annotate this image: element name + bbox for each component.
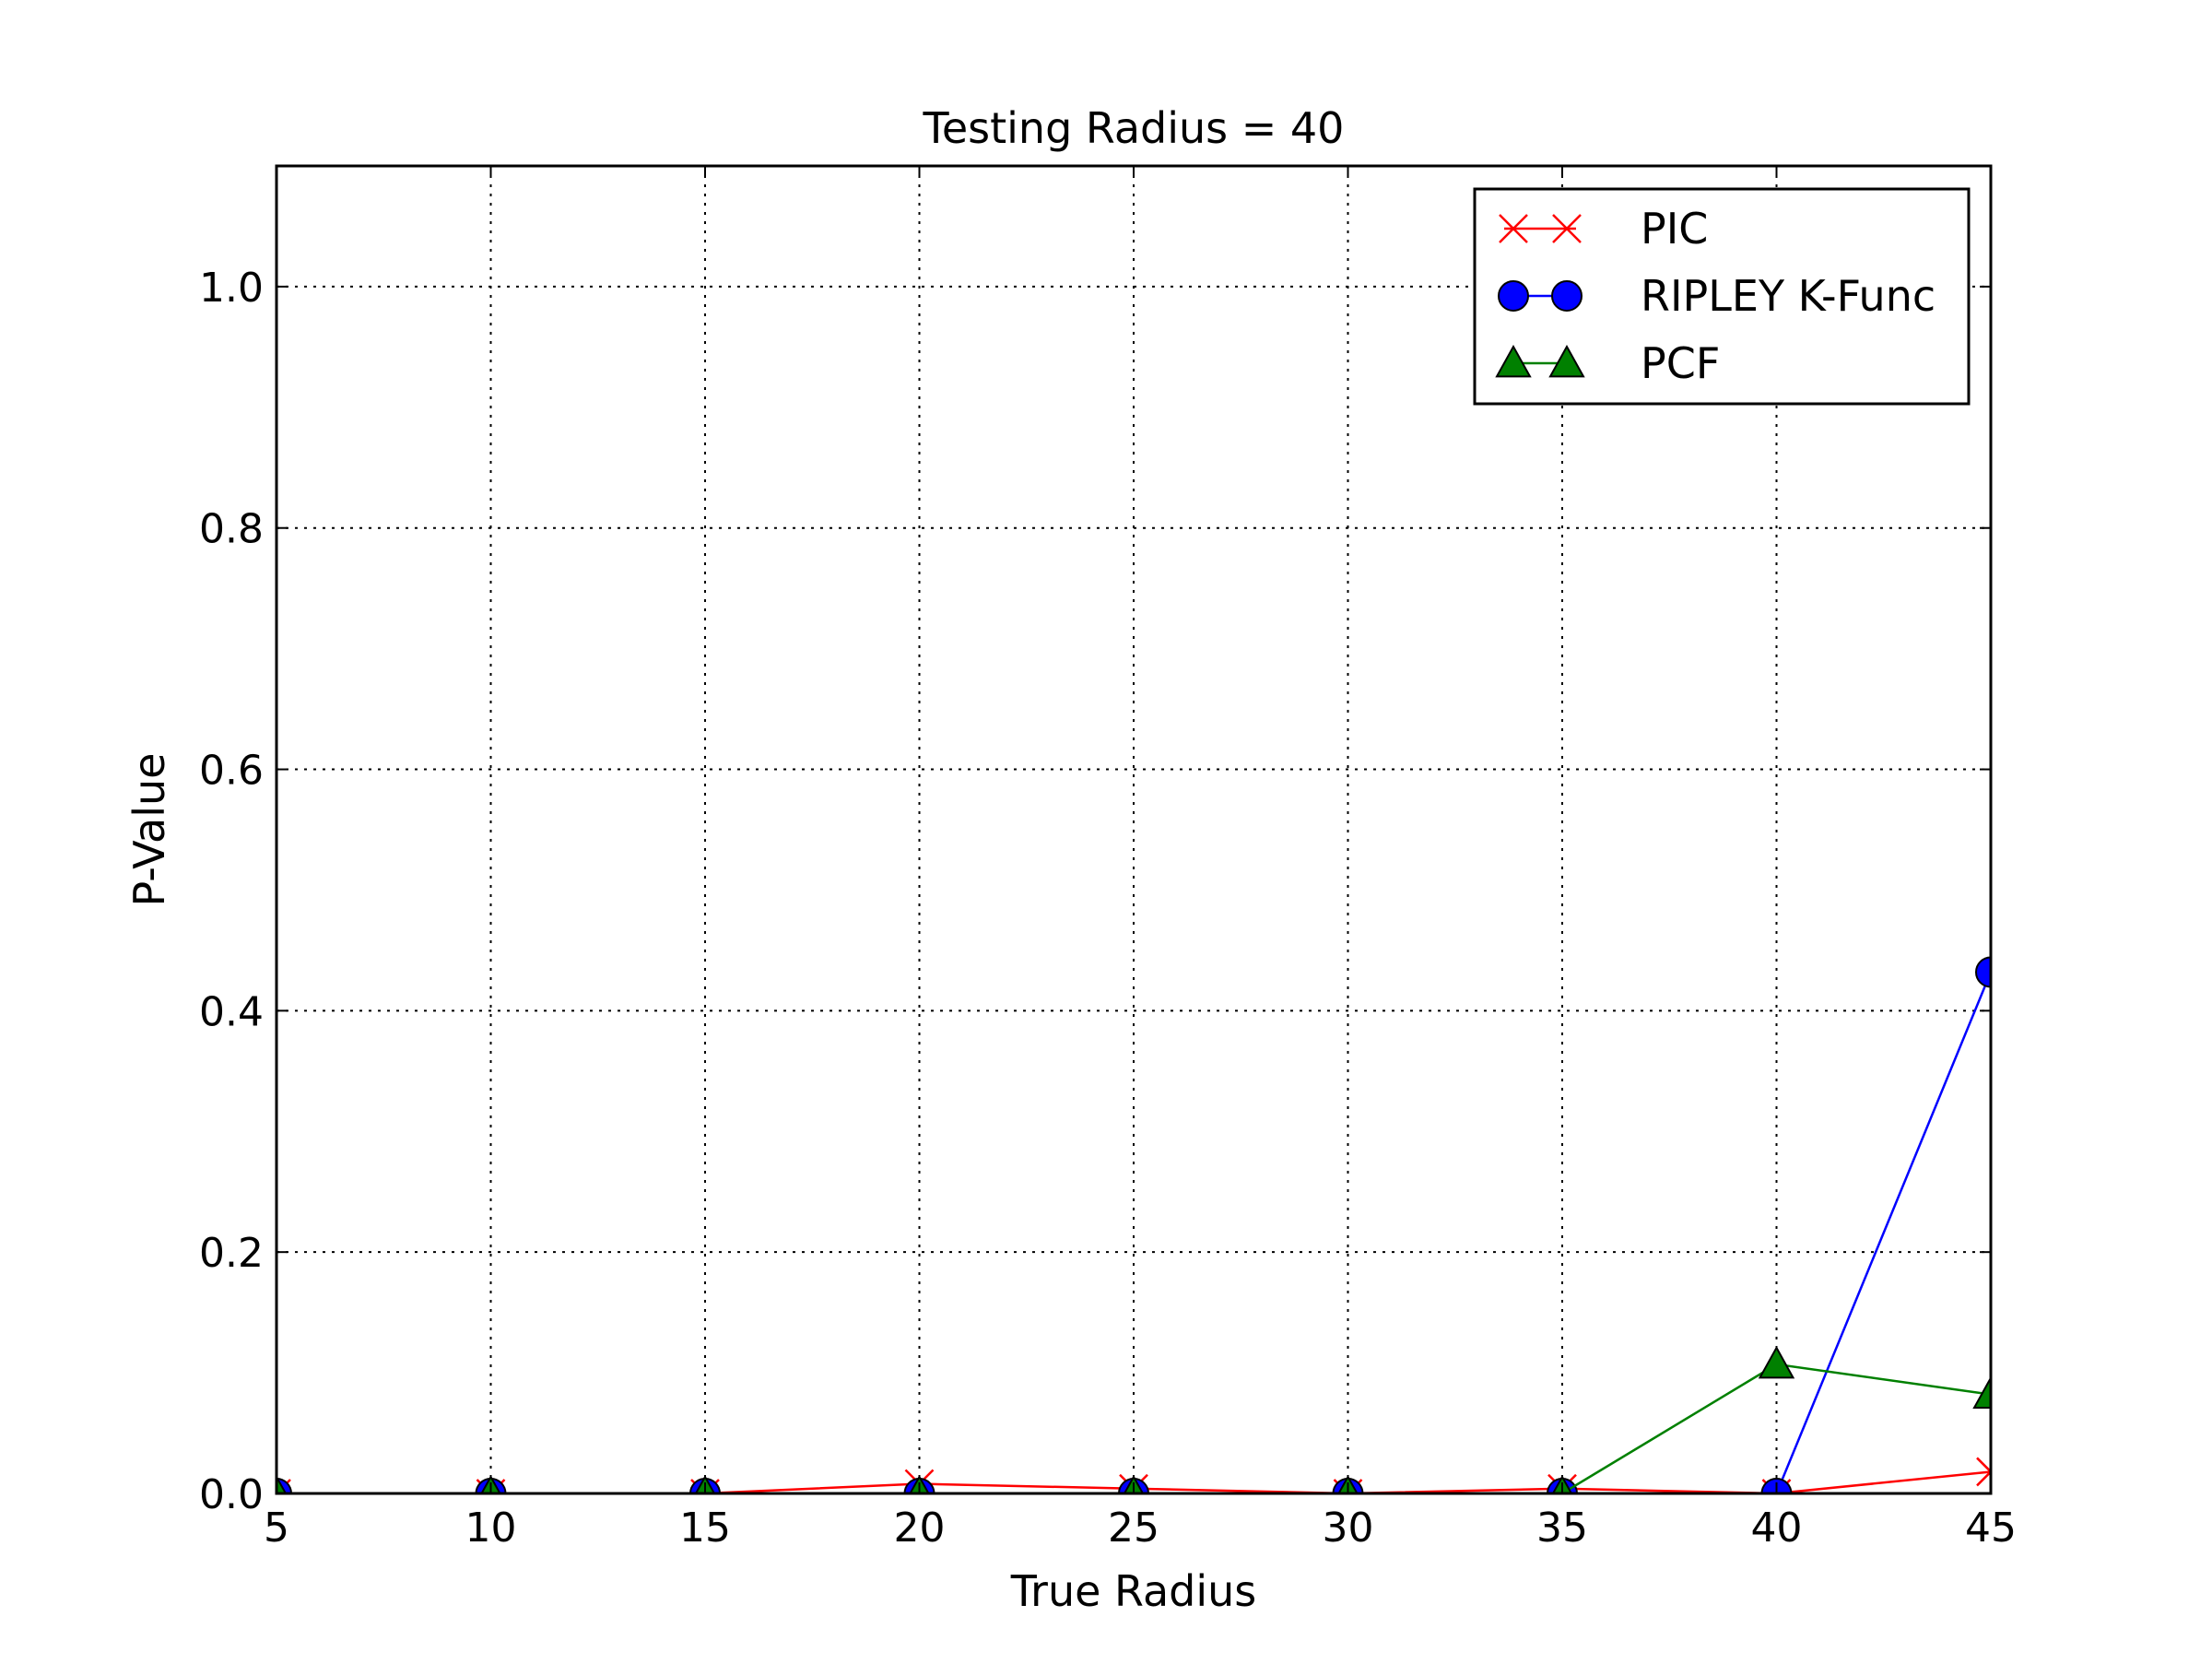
x-tick-label: 15 — [679, 1505, 731, 1552]
y-tick-label: 0.6 — [199, 748, 264, 795]
legend-marker-pcf — [1548, 344, 1585, 378]
axis-ticks: 5 10 15 20 25 30 35 40 45 0.0 0.2 0.4 0.6 0.8 1.0 — [199, 166, 2017, 1552]
x-tick-label: 30 — [1323, 1505, 1374, 1552]
y-tick-label: 0.0 — [199, 1471, 264, 1518]
legend-marker-pic — [1552, 214, 1582, 243]
legend-item-pic: PIC — [1499, 204, 1708, 254]
legend-marker-pic — [1499, 214, 1528, 243]
y-tick-label: 0.2 — [199, 1230, 264, 1277]
x-tick-label: 5 — [264, 1505, 289, 1552]
legend-label-ripley-k-func: RIPLEY K-Func — [1641, 271, 1936, 321]
legend-label-pcf: PCF — [1641, 338, 1720, 388]
x-tick-label: 10 — [465, 1505, 517, 1552]
legend: PIC RIPLEY K-Func PCF — [1473, 187, 1971, 406]
data-point-pcf — [276, 1474, 288, 1493]
x-tick-label: 20 — [894, 1505, 946, 1552]
x-tick-label: 40 — [1751, 1505, 1803, 1552]
x-tick-label: 25 — [1108, 1505, 1159, 1552]
chart-title: Testing Radius = 40 — [923, 103, 1345, 153]
legend-marker-ripley-k-func — [1498, 280, 1529, 312]
x-axis-label: True Radius — [1010, 1566, 1257, 1616]
x-tick-label: 35 — [1536, 1505, 1588, 1552]
legend-item-pcf: PCF — [1495, 338, 1720, 388]
y-tick-label: 0.4 — [199, 988, 264, 1035]
data-point-pic — [1976, 1457, 1991, 1487]
series-layer — [276, 956, 1991, 1493]
series-line-pcf — [276, 1363, 1991, 1493]
legend-marker-ripley-k-func — [1551, 280, 1583, 312]
y-axis-label: P-Value — [124, 753, 174, 907]
data-point-ripley-k-func — [1975, 956, 1991, 988]
legend-label-pic: PIC — [1641, 204, 1708, 254]
y-tick-label: 1.0 — [199, 265, 264, 312]
x-tick-label: 45 — [1965, 1505, 2017, 1552]
legend-item-ripley-k-func: RIPLEY K-Func — [1498, 271, 1936, 321]
legend-marker-pcf — [1495, 344, 1532, 378]
y-tick-label: 0.8 — [199, 506, 264, 553]
data-point-pcf — [1758, 1345, 1795, 1379]
data-point-pcf — [1972, 1375, 1991, 1410]
grid — [276, 166, 1991, 1493]
